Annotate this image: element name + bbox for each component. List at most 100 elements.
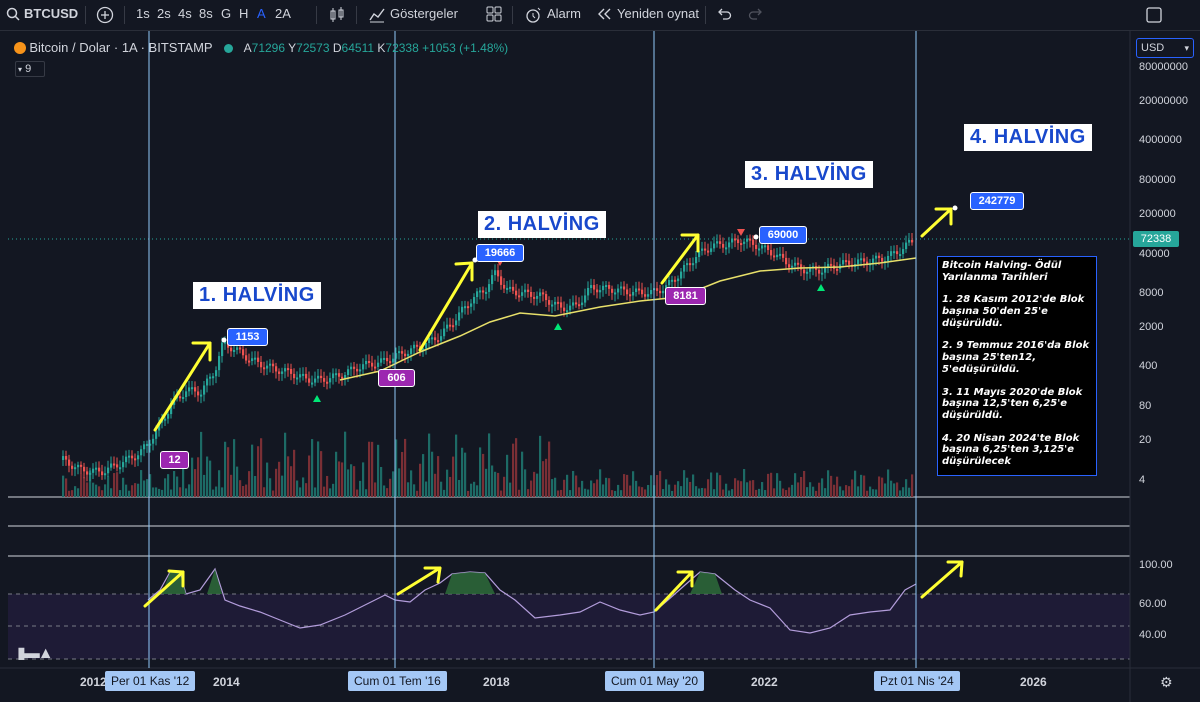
candle-body [164, 418, 167, 421]
indicators-icon[interactable] [368, 6, 386, 28]
volume-bar [662, 489, 665, 497]
volume-bar [512, 443, 515, 497]
candle-body [122, 462, 125, 468]
candle-body [203, 385, 206, 395]
candle-body [899, 254, 902, 257]
candle-body [107, 467, 110, 474]
candle-body [308, 378, 311, 383]
peak-label-1: 1153 [227, 328, 268, 346]
volume-bar [746, 482, 749, 497]
tradingview-logo-icon[interactable]: ▮▬▲ [17, 645, 54, 662]
volume-bar [716, 472, 719, 497]
settings-gear-icon[interactable]: ⚙ [1160, 674, 1173, 690]
volume-bar [392, 471, 395, 497]
price-tick: 8000 [1139, 287, 1164, 299]
candle-body [644, 294, 647, 297]
search-icon[interactable] [6, 7, 20, 25]
alarm-button[interactable]: Alarm [547, 6, 581, 21]
candle-body [677, 278, 680, 282]
interval-4s[interactable]: 4s [178, 6, 192, 21]
volume-bar [488, 433, 491, 497]
candle-body [746, 238, 749, 242]
candle-body [197, 391, 200, 396]
candle-body [539, 292, 542, 296]
interval-2s[interactable]: 2s [157, 6, 171, 21]
candle-body [674, 279, 677, 282]
volume-bar [206, 456, 209, 497]
volume-bar [833, 484, 836, 497]
replay-icon[interactable] [596, 7, 612, 25]
candle-body [686, 263, 689, 266]
candle-body [305, 373, 308, 379]
interval-a-active[interactable]: A [257, 6, 266, 21]
volume-bar [332, 483, 335, 497]
volume-bar [143, 480, 146, 497]
candle-body [437, 340, 440, 343]
candle-body [206, 378, 209, 386]
candle-body [95, 467, 98, 470]
peak-dot [952, 205, 958, 211]
volume-bar [719, 475, 722, 497]
replay-button[interactable]: Yeniden oynat [617, 6, 699, 21]
candle-body [836, 268, 839, 271]
start-label-3: 8181 [665, 287, 706, 305]
undo-icon[interactable] [716, 6, 732, 26]
volume-bar [347, 469, 350, 497]
volume-bar [710, 472, 713, 497]
candle-body [491, 275, 494, 285]
indicator-collapse-toggle[interactable]: ▾ 9 [15, 61, 45, 77]
volume-bar [641, 487, 644, 497]
volume-bar [779, 480, 782, 497]
volume-bar [875, 489, 878, 497]
candle-body [377, 362, 380, 367]
alarm-clock-icon[interactable] [524, 6, 542, 28]
candle-body [395, 353, 398, 359]
interval-h[interactable]: H [239, 6, 249, 21]
fullscreen-icon[interactable] [1145, 6, 1163, 28]
volume-bar [737, 480, 740, 497]
volume-bar [650, 475, 653, 497]
interval-1s[interactable]: 1s [136, 6, 150, 21]
candle-type-icon[interactable] [328, 6, 346, 28]
candle-body [209, 376, 212, 379]
candle-body [269, 363, 272, 366]
interval-8s[interactable]: 8s [199, 6, 213, 21]
candle-body [773, 255, 776, 258]
candle-body [908, 239, 911, 243]
volume-bar [116, 472, 119, 497]
interval-g[interactable]: G [221, 6, 232, 21]
price-tick: 400 [1139, 360, 1158, 372]
candle-body [800, 264, 803, 270]
layout-grid-icon[interactable] [486, 6, 502, 26]
volume-bar [626, 474, 629, 497]
volume-bar [563, 479, 566, 497]
interval-2a[interactable]: 2A [275, 6, 291, 21]
candle-body [614, 292, 617, 295]
volume-bar [638, 486, 641, 497]
price-tick: 80000000 [1139, 61, 1188, 73]
volume-bar [725, 483, 728, 497]
volume-bar [182, 468, 185, 497]
volume-bar [248, 471, 251, 497]
candle-body [779, 253, 782, 256]
symbol-search[interactable]: BTCUSD [24, 6, 79, 21]
candle-body [602, 285, 605, 291]
candle-body [890, 251, 893, 256]
candle-body [632, 292, 635, 296]
candle-body [776, 254, 779, 258]
candle-body [875, 255, 878, 259]
volume-bar [242, 485, 245, 497]
redo-icon[interactable] [748, 6, 764, 26]
candle-body [827, 263, 830, 268]
rsi-indicator [147, 567, 917, 634]
legend-low-label: D [332, 41, 342, 55]
legend-high-label: Y [288, 41, 297, 55]
volume-bar [92, 482, 95, 497]
indicator-value: 9 [25, 63, 32, 75]
add-symbol-icon[interactable] [96, 6, 114, 28]
candle-body [473, 297, 476, 304]
currency-selector[interactable]: USD ▾ [1136, 38, 1194, 58]
legend-title[interactable]: Bitcoin / Dolar · 1A · BITSTAMP [29, 40, 213, 55]
indicators-button[interactable]: Göstergeler [390, 6, 458, 21]
volume-bar [209, 460, 212, 497]
